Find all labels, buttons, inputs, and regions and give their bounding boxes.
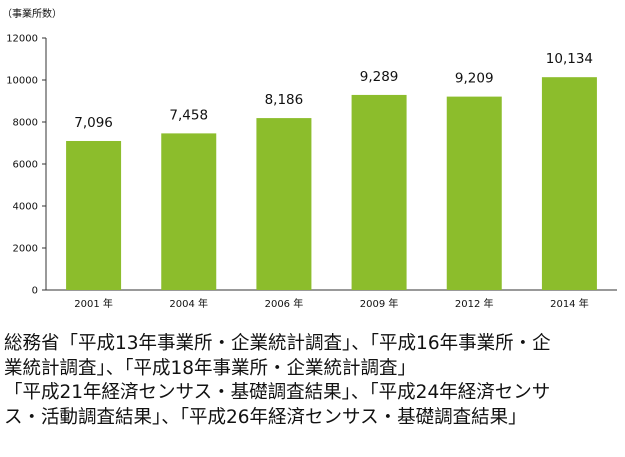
y-tick-label: 12000 (6, 34, 38, 45)
y-tick-label: 2000 (13, 244, 38, 255)
y-tick-label: 4000 (13, 202, 38, 213)
chart-svg: 0 2000 4000 6000 8000 10000 12000 7,096 2001 年 7,… (6, 34, 617, 310)
x-tick-label: 2014 年 (550, 297, 589, 310)
bar-value-label: 7,458 (169, 107, 208, 123)
y-tick-label: 10000 (6, 76, 38, 87)
bar-value-label: 10,134 (546, 51, 593, 67)
bar (541, 77, 597, 290)
y-tick-label: 0 (32, 286, 38, 297)
y-axis-unit-label: （事業所数） (2, 9, 62, 20)
bar-value-label: 9,289 (360, 69, 399, 85)
y-tick-label: 8000 (13, 118, 38, 129)
bar (256, 118, 312, 291)
x-tick-label: 2006 年 (265, 297, 304, 310)
y-tick-label: 6000 (13, 160, 38, 171)
source-line-1: 総務省「平成13年事業所・企業統計調査」、「平成16年事業所・企 (4, 333, 551, 354)
x-tick-label: 2001 年 (74, 297, 113, 310)
bar-value-label: 7,096 (74, 115, 113, 131)
bar (351, 94, 407, 290)
bar (66, 140, 122, 290)
source-line-4: ス・活動調査結果」、「平成26年経済センサス・基礎調査結果」 (4, 406, 527, 428)
x-tick-label: 2004 年 (169, 297, 208, 310)
source-note: 総務省「平成13年事業所・企業統計調査」、「平成16年事業所・企 業統計調査」、… (4, 332, 616, 430)
source-line-3: 「平成21年経済センサス・基礎調査結果」、「平成24年経済センサ (4, 382, 551, 403)
source-line-2: 業統計調査」、「平成18年事業所・企業統計調査」 (4, 357, 417, 379)
bar (161, 133, 217, 290)
bar-value-label: 8,186 (265, 92, 304, 108)
bar-value-label: 9,209 (455, 71, 494, 87)
x-tick-label: 2012 年 (455, 297, 494, 310)
bar (446, 96, 502, 291)
x-tick-label: 2009 年 (360, 297, 399, 310)
